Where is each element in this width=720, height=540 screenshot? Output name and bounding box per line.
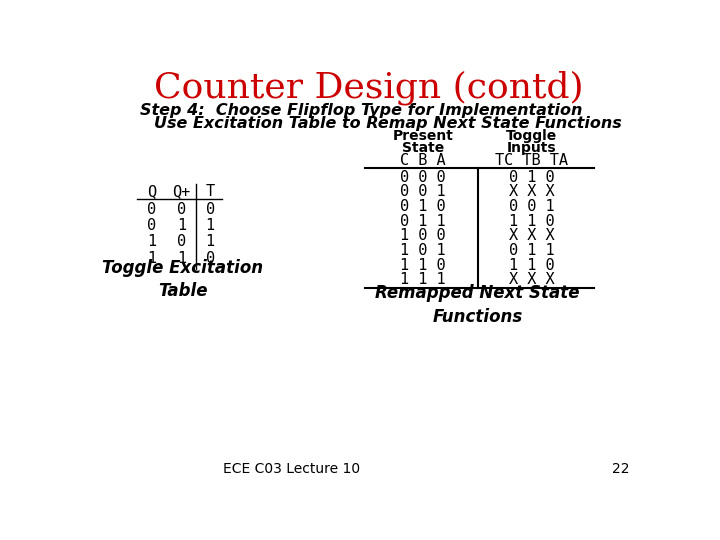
Text: 1: 1	[148, 251, 156, 266]
Text: Toggle Excitation
Table: Toggle Excitation Table	[102, 259, 264, 300]
Text: 0: 0	[148, 202, 156, 217]
Text: Counter Design (contd): Counter Design (contd)	[154, 71, 584, 105]
Text: Q+: Q+	[172, 184, 191, 199]
Text: 1: 1	[148, 234, 156, 249]
Text: 1: 1	[177, 251, 186, 266]
Text: X X X: X X X	[509, 184, 554, 199]
Text: 1 1 0: 1 1 0	[400, 258, 446, 273]
Text: Inputs: Inputs	[507, 141, 557, 155]
Text: 0 0 0: 0 0 0	[400, 170, 446, 185]
Text: 0 1 1: 0 1 1	[509, 243, 554, 258]
Text: Remapped Next State
Functions: Remapped Next State Functions	[375, 284, 580, 326]
Text: 0 1 1: 0 1 1	[400, 214, 446, 228]
Text: X X X: X X X	[509, 272, 554, 287]
Text: 1 0 0: 1 0 0	[400, 228, 446, 243]
Text: 0 1 0: 0 1 0	[509, 170, 554, 185]
Text: 1 1 1: 1 1 1	[400, 272, 446, 287]
Text: Step 4:  Choose Flipflop Type for Implementation: Step 4: Choose Flipflop Type for Impleme…	[140, 104, 582, 118]
Text: ECE C03 Lecture 10: ECE C03 Lecture 10	[223, 462, 360, 476]
Text: 0: 0	[177, 234, 186, 249]
Text: T: T	[206, 184, 215, 199]
Text: 0: 0	[177, 202, 186, 217]
Text: Toggle: Toggle	[506, 129, 557, 143]
Text: 1: 1	[206, 234, 215, 249]
Text: 1 1 0: 1 1 0	[509, 214, 554, 228]
Text: Use Excitation Table to Remap Next State Functions: Use Excitation Table to Remap Next State…	[153, 116, 621, 131]
Text: 0: 0	[206, 202, 215, 217]
Text: 1 1 0: 1 1 0	[509, 258, 554, 273]
Text: 1 0 1: 1 0 1	[400, 243, 446, 258]
Text: 1: 1	[177, 218, 186, 233]
Text: C B A: C B A	[400, 153, 446, 168]
Text: 0: 0	[148, 218, 156, 233]
Text: 0 0 1: 0 0 1	[509, 199, 554, 214]
Text: 0 1 0: 0 1 0	[400, 199, 446, 214]
Text: 1: 1	[206, 218, 215, 233]
Text: State: State	[402, 141, 444, 155]
Text: X X X: X X X	[509, 228, 554, 243]
Text: Present: Present	[393, 129, 454, 143]
Text: 22: 22	[612, 462, 629, 476]
Text: 0: 0	[206, 251, 215, 266]
Text: TC TB TA: TC TB TA	[495, 153, 568, 168]
Text: Q: Q	[148, 184, 156, 199]
Text: 0 0 1: 0 0 1	[400, 184, 446, 199]
